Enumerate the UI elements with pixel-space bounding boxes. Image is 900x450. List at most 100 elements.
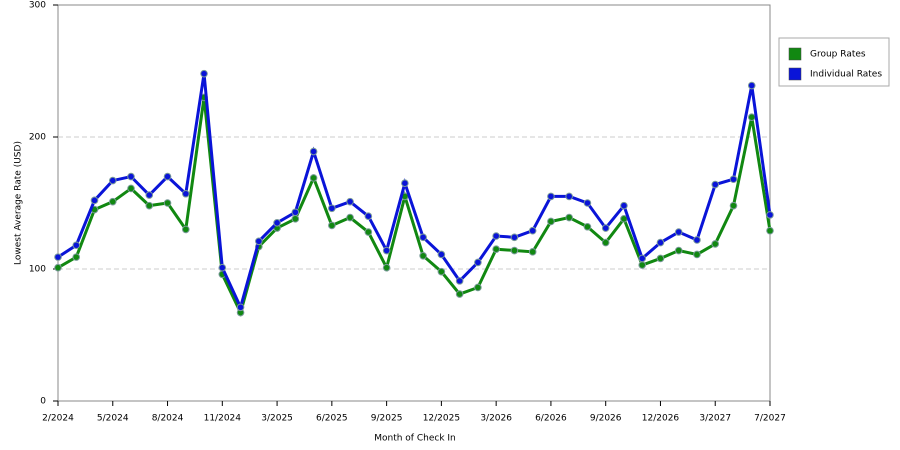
legend-swatch [788,47,802,61]
point [163,172,172,181]
point [729,201,738,210]
point [711,180,720,189]
x-tick-label: 6/2025 [316,414,348,424]
x-tick-label: 12/2026 [642,414,680,424]
point [54,263,62,272]
point [419,252,427,260]
y-tick-label: 200 [29,133,46,143]
legend-label: Individual Rates [810,70,882,80]
point [620,201,628,210]
x-tick-label: 3/2025 [261,414,293,424]
point [346,197,354,206]
point [565,213,573,222]
point [455,290,464,298]
point [54,253,62,261]
x-tick-label: 8/2024 [152,414,184,424]
point [163,199,172,207]
point [145,191,154,199]
x-tick-label: 5/2024 [97,414,129,424]
point [528,226,537,235]
point [693,250,701,259]
point [492,232,500,240]
x-tick-label: 9/2026 [590,414,622,424]
point [547,192,555,201]
point [364,212,373,220]
y-tick-label: 0 [40,397,46,407]
point [328,221,336,230]
point [601,224,610,232]
point [565,192,573,201]
point [127,184,135,193]
point [72,253,81,261]
point [711,240,720,248]
point [108,197,117,206]
point [382,246,391,255]
point [492,245,500,253]
point [291,208,300,217]
point [528,248,537,256]
x-tick-label: 3/2027 [699,414,731,424]
point [674,246,683,255]
point [474,283,482,292]
point [474,258,482,267]
point [346,213,354,222]
point [382,263,391,272]
y-tick-label: 100 [29,265,46,275]
point [328,204,336,213]
point [455,277,464,285]
legend-label: Group Rates [810,50,866,60]
point [218,263,227,272]
point [437,267,446,276]
legend-swatch [788,67,802,81]
x-tick-label: 12/2025 [423,414,460,424]
y-axis-label: Lowest Average Rate (USD) [14,141,24,265]
point [583,199,592,207]
point [108,176,117,185]
point [255,237,263,246]
point [273,219,281,227]
point [437,250,446,259]
point [236,303,245,312]
point [510,246,519,255]
point [90,196,99,205]
x-axis-label: Month of Check In [374,434,456,444]
point [145,201,154,210]
point [401,179,409,187]
point [127,172,135,181]
point [729,175,738,184]
plot-frame [57,4,771,402]
point [747,113,756,121]
point [510,233,519,242]
point [200,69,208,78]
y-tick-label: 300 [29,1,46,11]
point [364,228,373,236]
x-tick-label: 9/2025 [371,414,403,424]
x-tick-label: 3/2026 [480,414,512,424]
point [747,81,756,90]
point [766,226,774,235]
point [583,222,592,231]
point [674,228,683,236]
x-tick-label: 2/2024 [42,414,74,424]
point [547,217,555,226]
point [291,215,300,223]
point [638,254,647,263]
x-tick-label: 7/2027 [754,414,786,424]
point [309,147,318,156]
point [419,233,427,242]
point [601,238,610,247]
x-tick-label: 6/2026 [535,414,567,424]
point [638,261,647,269]
point [181,189,190,198]
x-tick-label: 11/2024 [204,414,242,424]
point [656,254,665,263]
point [693,236,701,244]
series-line [57,97,772,317]
point [309,174,318,182]
point [181,225,190,234]
point [766,211,774,219]
series-line [57,73,772,312]
point [72,241,81,250]
point [656,238,665,247]
